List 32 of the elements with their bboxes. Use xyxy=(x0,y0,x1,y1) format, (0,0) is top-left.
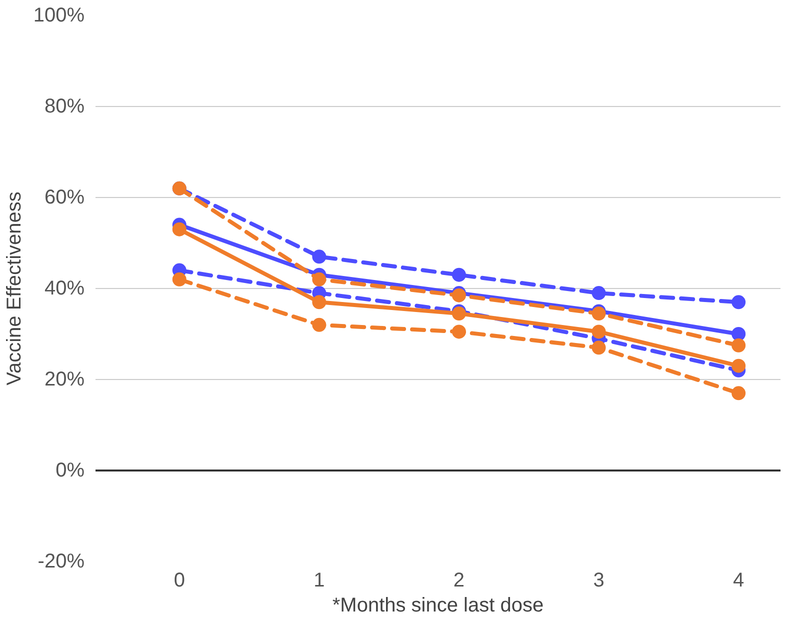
point xyxy=(452,268,466,282)
point xyxy=(312,295,326,310)
point xyxy=(592,340,606,355)
point xyxy=(732,358,746,373)
y-tick-label: 40% xyxy=(44,278,85,300)
point xyxy=(732,327,746,341)
point xyxy=(312,272,326,286)
x-tick-label: 0 xyxy=(174,570,185,592)
x-tick-label: 4 xyxy=(733,570,744,592)
y-tick-label: -20% xyxy=(38,550,85,572)
y-tick-label: 100% xyxy=(33,4,85,26)
point xyxy=(732,295,746,310)
point xyxy=(592,324,606,339)
x-axis-title: *Months since last dose xyxy=(332,594,544,616)
point xyxy=(732,338,746,352)
point xyxy=(172,272,186,286)
point xyxy=(592,286,606,300)
x-tick-label: 1 xyxy=(314,570,325,592)
y-tick-label: 80% xyxy=(44,96,85,118)
y-axis-title: Vaccine Effectiveness xyxy=(3,192,26,386)
point xyxy=(592,306,606,321)
point xyxy=(312,250,326,264)
x-tick-label: 3 xyxy=(593,570,604,592)
point xyxy=(452,324,466,339)
point xyxy=(452,306,466,321)
y-tick-label: 0% xyxy=(56,460,85,482)
y-tick-label: 20% xyxy=(44,368,85,390)
y-tick-label: 60% xyxy=(44,186,85,208)
x-tick-label: 2 xyxy=(453,570,465,592)
point xyxy=(732,386,746,400)
point xyxy=(312,318,326,332)
point xyxy=(172,222,186,236)
